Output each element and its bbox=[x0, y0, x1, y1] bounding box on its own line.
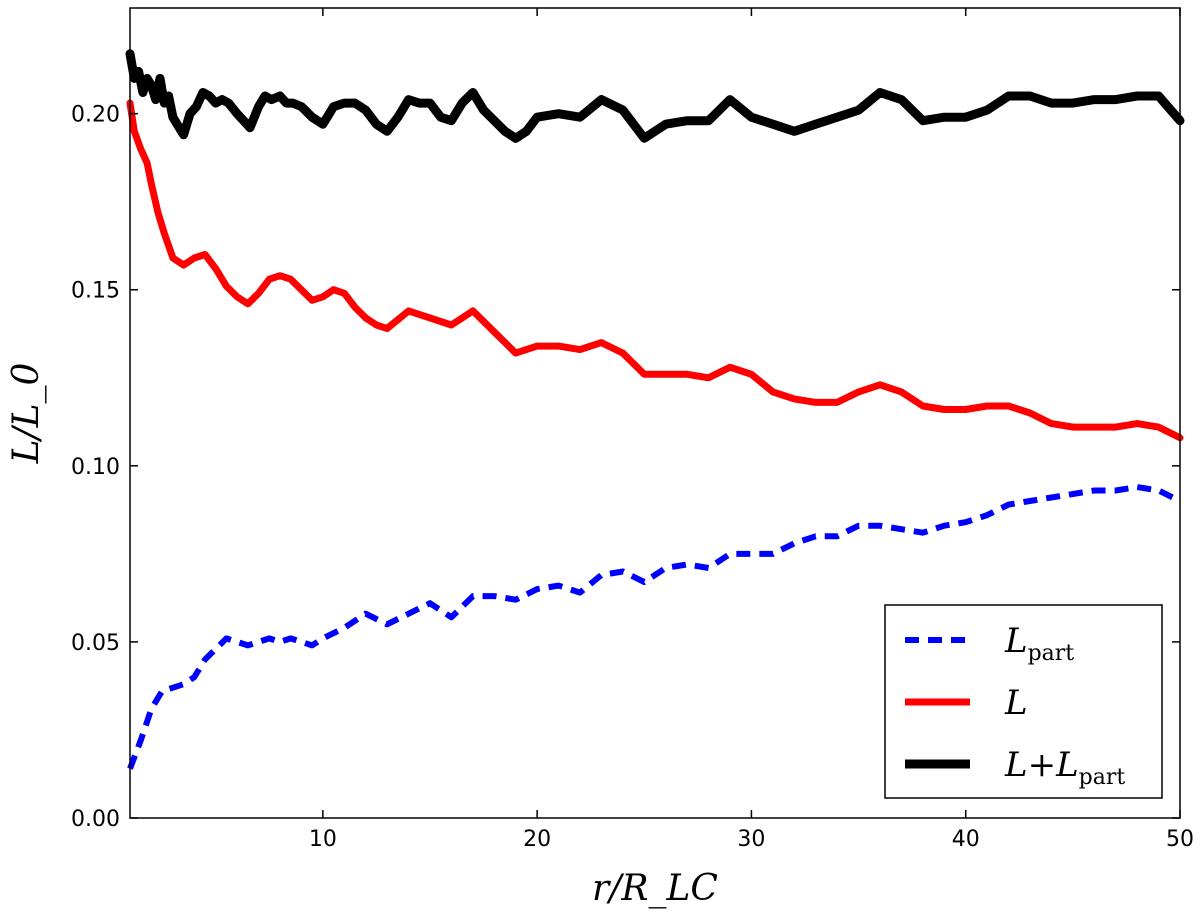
legend-label-main: L bbox=[1004, 745, 1028, 785]
legend-label-2: L+Lpart bbox=[1004, 745, 1125, 790]
ticks-layer: 10 20 30 40 50 0.00 0.05 0.10 0.15 0.20 bbox=[71, 8, 1194, 852]
plot-frame bbox=[129, 7, 1181, 819]
legend-label-sub: part bbox=[1028, 641, 1075, 666]
legend-label-0: Lpart bbox=[1004, 621, 1074, 666]
series-line-0 bbox=[127, 484, 1182, 770]
x-tick-label: 50 bbox=[1166, 827, 1194, 852]
x-tick-label: 40 bbox=[952, 827, 980, 852]
x-tick-label: 10 bbox=[309, 827, 337, 852]
y-tick-label: 0.20 bbox=[71, 103, 120, 128]
y-tick-label: 0.05 bbox=[71, 631, 120, 656]
x-tick-label: 30 bbox=[737, 827, 765, 852]
series-line-2 bbox=[125, 49, 1185, 143]
legend-label-main: L bbox=[1004, 621, 1028, 661]
legend-label-1: L bbox=[1004, 683, 1028, 723]
legend-label-main: L bbox=[1004, 683, 1028, 723]
x-tick-label: 20 bbox=[523, 827, 551, 852]
x-axis-label: r/R_LC bbox=[592, 868, 718, 909]
legend-label-rest: +L bbox=[1028, 745, 1079, 785]
series-layer bbox=[125, 49, 1185, 770]
y-tick-label: 0.10 bbox=[71, 455, 120, 480]
y-tick-label: 0.15 bbox=[71, 279, 120, 304]
y-tick-label: 0.00 bbox=[71, 807, 120, 832]
series-line-1 bbox=[126, 99, 1184, 442]
y-axis-label: L/L_0 bbox=[6, 363, 47, 465]
legend-label-rest-sub: part bbox=[1079, 765, 1126, 790]
